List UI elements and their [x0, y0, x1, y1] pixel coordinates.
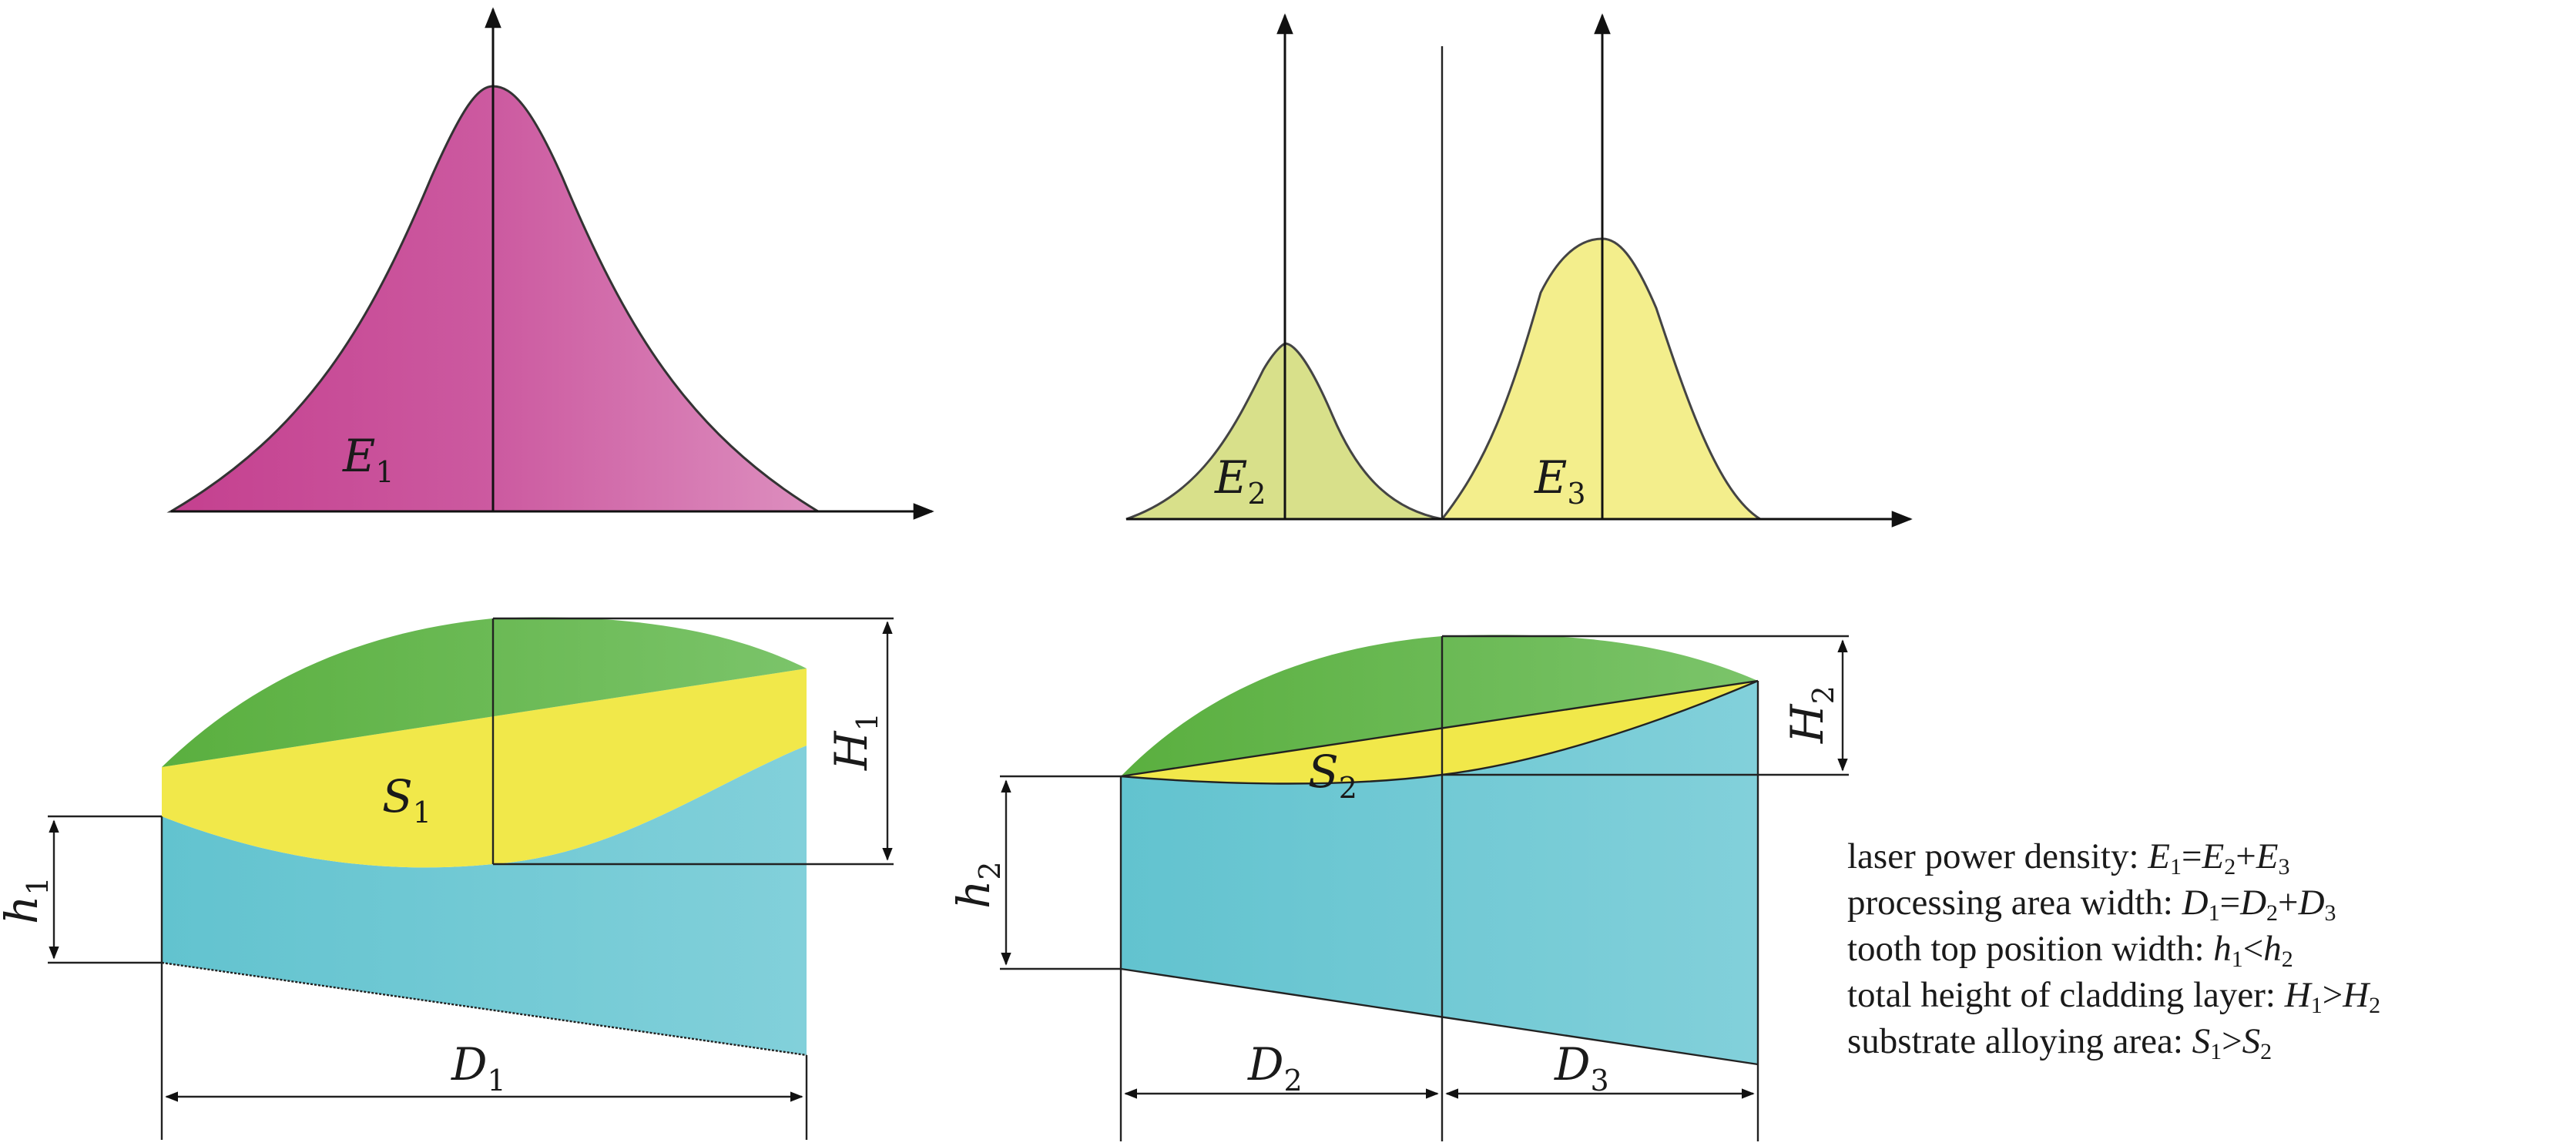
legend-row-label: laser power density: [1847, 836, 2148, 876]
alloyed-region-s2 [1121, 681, 1758, 784]
cladding-section-1: S1 H1 h1 D1 [0, 617, 894, 1140]
alloyed-region-s1 [162, 668, 807, 868]
legend-symbol-subscript: 1 [2231, 947, 2243, 972]
clad-top-region-2 [1121, 635, 1758, 776]
gaussian-e2-e3-plot: E2 E3 [1125, 13, 1913, 528]
legend-row-label: substrate alloying area: [1847, 1021, 2192, 1061]
h2-label: h2 [948, 861, 1007, 909]
legend-row: tooth top position width: h1<h2 [1847, 926, 2380, 972]
e1-label: E1 [342, 430, 394, 489]
legend-row: processing area width: D1=D2+D3 [1847, 880, 2380, 926]
legend-symbol-subscript: 1 [2208, 900, 2220, 926]
s1-label: S1 [382, 770, 431, 829]
legend-symbol-subscript: 1 [2169, 854, 2182, 880]
legend-symbol: H [2284, 975, 2311, 1015]
legend-operator: < [2242, 929, 2264, 969]
substrate-region-2 [1121, 681, 1758, 1064]
legend-symbol: H [2343, 975, 2370, 1015]
legend-symbol-subscript: 3 [2278, 854, 2290, 880]
legend-operator: = [2181, 836, 2202, 876]
legend-symbol-subscript: 1 [2310, 993, 2323, 1018]
legend-operator: = [2219, 883, 2241, 923]
legend-row-label: processing area width: [1847, 883, 2182, 923]
legend-symbol: E [2256, 836, 2279, 876]
legend-symbol: E [2148, 836, 2170, 876]
legend-symbol: D [2240, 883, 2267, 923]
legend-row-label: total height of cladding layer: [1847, 975, 2285, 1015]
legend-symbol: D [2182, 883, 2209, 923]
s2-label: S2 [1308, 746, 1357, 805]
legend-row: substrate alloying area: S1>S2 [1847, 1018, 2380, 1064]
legend-symbol: E [2202, 836, 2225, 876]
clad-top-region-1 [162, 617, 807, 767]
h1-label: h1 [0, 876, 55, 924]
legend-symbol: S [2242, 1021, 2261, 1061]
legend-row-label: tooth top position width: [1847, 929, 2214, 969]
legend-symbol-subscript: 1 [2210, 1039, 2222, 1064]
legend-symbol-subscript: 2 [2260, 1039, 2272, 1064]
legend-symbol: S [2192, 1021, 2211, 1061]
gaussian-e1-curve [166, 85, 823, 513]
legend-symbol-subscript: 2 [2266, 900, 2279, 926]
legend-symbol-subscript: 2 [2224, 854, 2236, 880]
H1-label: H1 [825, 712, 884, 771]
H2-label: H2 [1781, 685, 1840, 744]
legend-symbol-subscript: 2 [2369, 993, 2381, 1018]
D2-label: D2 [1247, 1038, 1303, 1097]
legend-operator: + [2236, 836, 2256, 876]
legend-operator: > [2222, 1021, 2242, 1061]
D3-label: D3 [1554, 1038, 1609, 1097]
substrate-region-1 [162, 746, 807, 1055]
gaussian-e1-plot: E1 [166, 7, 934, 520]
e2-label: E2 [1214, 451, 1266, 511]
legend-row: total height of cladding layer: H1>H2 [1847, 972, 2380, 1018]
legend-row: laser power density: E1=E2+E3 [1847, 833, 2380, 880]
legend-symbol-subscript: 2 [2281, 947, 2293, 972]
e3-label: E3 [1534, 451, 1586, 511]
legend-operator: > [2322, 975, 2343, 1015]
legend-symbol-subscript: 3 [2324, 900, 2336, 926]
cladding-section-2: S2 H2 h2 D2 D3 [948, 635, 1849, 1141]
legend-symbol: h [2263, 929, 2282, 969]
legend: laser power density: E1=E2+E3 processing … [1847, 833, 2380, 1064]
legend-symbol: D [2298, 883, 2325, 923]
D1-label: D1 [451, 1038, 506, 1097]
legend-symbol: h [2213, 929, 2232, 969]
legend-operator: + [2278, 883, 2299, 923]
